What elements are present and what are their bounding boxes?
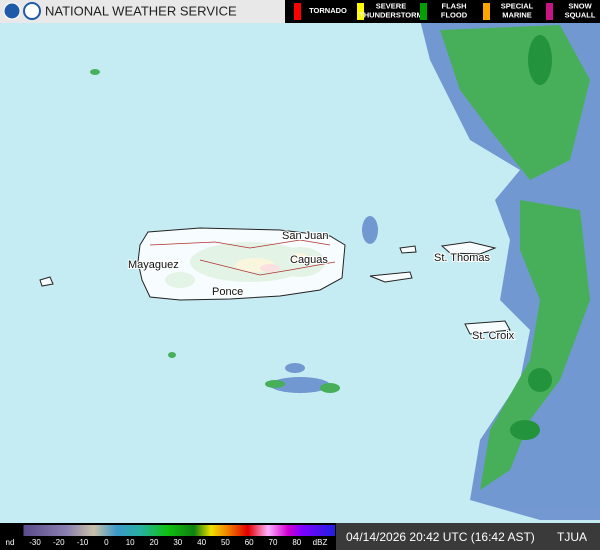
scale-tick-label: 80 — [292, 538, 301, 547]
header-title: NATIONAL WEATHER SERVICE — [45, 3, 237, 18]
warning-label: THUNDERSTORM — [359, 10, 423, 19]
scale-tick-label: 0 — [104, 538, 109, 547]
timestamp: 04/14/2026 20:42 UTC (16:42 AST) — [346, 530, 535, 544]
scale-tick-label: -30 — [29, 538, 41, 547]
warning-label: SPECIAL — [501, 1, 534, 10]
timestamp-bar — [336, 523, 600, 550]
warning-label: FLASH — [442, 1, 467, 10]
mona — [39, 276, 54, 287]
unit-label: dBZ — [313, 538, 328, 547]
warning-label: SQUALL — [565, 10, 596, 19]
place-label: St. Croix — [472, 330, 515, 342]
scale-tick-label: 30 — [173, 538, 182, 547]
warning-label: SEVERE — [376, 1, 406, 10]
nws-logo — [23, 2, 41, 20]
vieques — [369, 271, 413, 283]
color-scale — [0, 525, 335, 536]
scale-tick-label: 20 — [150, 538, 159, 547]
station: TJUA — [557, 530, 587, 544]
warning-label: TORNADO — [309, 6, 347, 15]
scale-tick-label: -20 — [53, 538, 65, 547]
st-thomas — [440, 241, 497, 255]
st-croix — [464, 320, 511, 335]
roads — [149, 239, 336, 276]
warning-swatch — [420, 3, 427, 20]
noaa-logo — [3, 2, 21, 20]
scale-tick-label: -10 — [77, 538, 89, 547]
place-labels: Mayaguez San Juan Caguas Ponce St. Thoma… — [127, 229, 516, 343]
warning-label: FLOOD — [441, 10, 468, 19]
land — [39, 227, 511, 335]
scale-tick-label: 50 — [221, 538, 230, 547]
culebra — [399, 245, 417, 254]
warning-swatch — [294, 3, 301, 20]
warning-label: MARINE — [502, 10, 532, 19]
no-data-label: nd — [6, 538, 15, 547]
puerto-rico — [137, 227, 346, 301]
place-label: Caguas — [290, 254, 328, 266]
place-label: Ponce — [212, 286, 243, 298]
scale-tick-label: 60 — [245, 538, 254, 547]
scale-tick-label: 40 — [197, 538, 206, 547]
warning-swatch — [546, 3, 553, 20]
warning-swatch — [357, 3, 364, 20]
place-label: Mayaguez — [128, 259, 179, 271]
warning-swatch — [483, 3, 490, 20]
scale-tick-label: 10 — [126, 538, 135, 547]
place-label: San Juan — [282, 230, 328, 242]
scale-labels: nd dBZ -30 -20 -10 0 10 20 30 40 50 60 70 80 — [6, 538, 328, 547]
header-bar — [0, 0, 285, 23]
scale-tick-label: 70 — [269, 538, 278, 547]
place-label: St. Thomas — [434, 252, 491, 264]
warning-label: SNOW — [568, 1, 592, 10]
